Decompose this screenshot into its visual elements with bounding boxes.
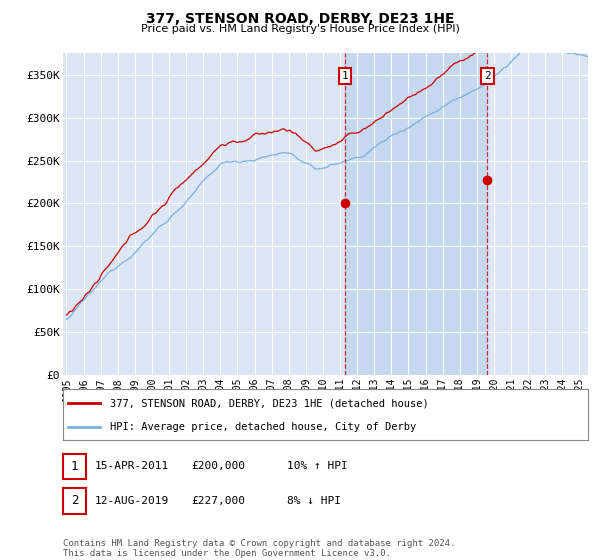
Bar [345, 53, 487, 375]
Text: 1: 1 [341, 71, 349, 81]
Text: 10% ↑ HPI: 10% ↑ HPI [287, 461, 347, 471]
Text: 15-APR-2011: 15-APR-2011 [95, 461, 169, 471]
Text: 377, STENSON ROAD, DERBY, DE23 1HE (detached house): 377, STENSON ROAD, DERBY, DE23 1HE (deta… [110, 398, 429, 408]
Text: 8% ↓ HPI: 8% ↓ HPI [287, 496, 341, 506]
Text: Contains HM Land Registry data © Crown copyright and database right 2024.
This d: Contains HM Land Registry data © Crown c… [63, 539, 455, 558]
Text: £200,000: £200,000 [191, 461, 245, 471]
Text: £227,000: £227,000 [191, 496, 245, 506]
Text: 1: 1 [71, 460, 78, 473]
Text: 2: 2 [71, 494, 78, 507]
Text: 12-AUG-2019: 12-AUG-2019 [95, 496, 169, 506]
Text: 377, STENSON ROAD, DERBY, DE23 1HE: 377, STENSON ROAD, DERBY, DE23 1HE [146, 12, 454, 26]
Text: 2: 2 [484, 71, 491, 81]
Text: Price paid vs. HM Land Registry's House Price Index (HPI): Price paid vs. HM Land Registry's House … [140, 24, 460, 34]
Text: HPI: Average price, detached house, City of Derby: HPI: Average price, detached house, City… [110, 422, 416, 432]
